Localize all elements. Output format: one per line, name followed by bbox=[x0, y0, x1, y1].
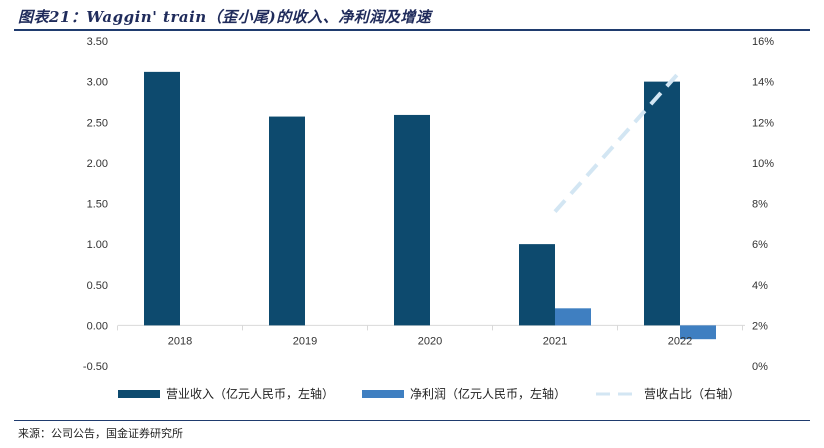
legend-swatch bbox=[362, 390, 404, 398]
legend-label: 净利润（亿元人民币，左轴） bbox=[410, 386, 566, 401]
category-label: 2021 bbox=[543, 335, 567, 347]
right-tick-label: 14% bbox=[752, 77, 774, 89]
legend-swatch bbox=[118, 390, 160, 398]
left-tick-label: 2.50 bbox=[87, 117, 108, 129]
right-tick-label: 2% bbox=[752, 320, 768, 332]
left-tick-label: 2.00 bbox=[87, 158, 108, 170]
category-labels: 2018 2019 2020 2021 2022 bbox=[168, 335, 692, 347]
left-tick-label: 3.50 bbox=[87, 36, 108, 48]
bar-net-profit-2022 bbox=[680, 325, 716, 340]
bar-revenue-2022 bbox=[644, 81, 680, 326]
chart-area: 3.50 3.00 2.50 2.00 1.50 1.00 0.50 0.00 -0.50 16… bbox=[83, 36, 774, 401]
right-axis: 16% 14% 12% 10% 8% 6% 4% 2% 0% bbox=[752, 36, 774, 373]
left-tick-label: 0.50 bbox=[87, 280, 108, 292]
category-label: 2020 bbox=[418, 335, 442, 347]
right-tick-label: 16% bbox=[752, 36, 774, 48]
left-tick-label: 1.50 bbox=[87, 199, 108, 211]
bar-revenue-2018 bbox=[144, 71, 180, 326]
category-tick-marks bbox=[117, 325, 743, 331]
left-tick-label: 0.00 bbox=[87, 320, 108, 332]
right-tick-label: 8% bbox=[752, 199, 768, 211]
right-tick-label: 0% bbox=[752, 361, 768, 373]
left-tick-label: 3.00 bbox=[87, 77, 108, 89]
bar-net-profit-2021 bbox=[555, 308, 591, 326]
legend-label: 营收占比（右轴） bbox=[644, 386, 740, 401]
line-series bbox=[553, 70, 682, 213]
line-share-of-revenue bbox=[553, 70, 682, 213]
category-label: 2022 bbox=[668, 335, 692, 347]
left-tick-label: -0.50 bbox=[83, 361, 108, 373]
figure-title: 图表21：Waggin' train（歪小尾)的收入、净利润及增速 bbox=[18, 8, 432, 26]
bar-revenue-2019 bbox=[269, 116, 305, 326]
right-tick-label: 12% bbox=[752, 117, 774, 129]
bar-revenue-2020 bbox=[394, 114, 430, 326]
top-divider bbox=[14, 29, 810, 31]
bar-revenue-2021 bbox=[519, 244, 555, 326]
right-tick-label: 4% bbox=[752, 280, 768, 292]
category-label: 2019 bbox=[293, 335, 317, 347]
left-axis: 3.50 3.00 2.50 2.00 1.50 1.00 0.50 0.00 -0.50 bbox=[83, 36, 108, 373]
left-tick-label: 1.00 bbox=[87, 239, 108, 251]
legend-label: 营业收入（亿元人民币，左轴） bbox=[166, 386, 334, 401]
source-note: 来源：公司公告，国金证券研究所 bbox=[18, 427, 183, 440]
right-tick-label: 6% bbox=[752, 239, 768, 251]
legend: 营业收入（亿元人民币，左轴） 净利润（亿元人民币，左轴） 营收占比（右轴） bbox=[118, 386, 740, 401]
category-label: 2018 bbox=[168, 335, 192, 347]
right-tick-label: 10% bbox=[752, 158, 774, 170]
bottom-divider bbox=[14, 420, 810, 421]
bars bbox=[144, 71, 716, 340]
